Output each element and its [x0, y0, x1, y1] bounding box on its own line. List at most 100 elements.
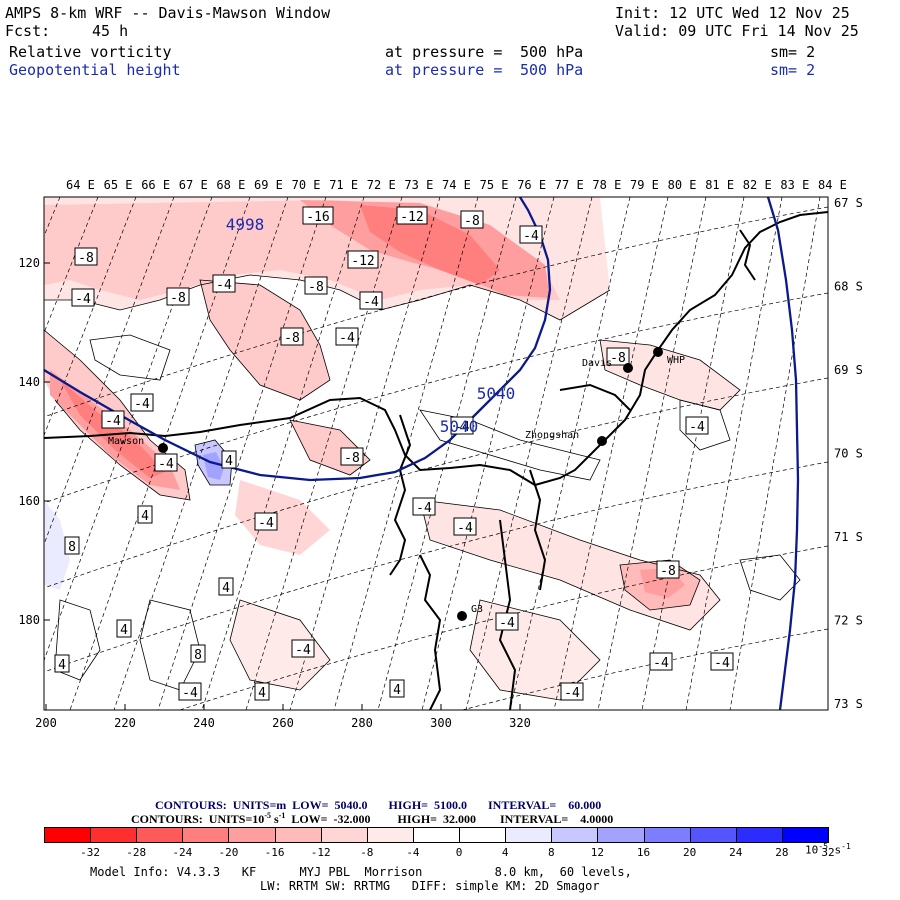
colorbar-label: 16	[636, 846, 651, 859]
fcst-value: 45 h	[92, 22, 129, 40]
vort-label-box	[460, 210, 484, 229]
vort-label-box	[130, 393, 154, 412]
vort-label: 4	[393, 683, 401, 698]
vort-label-box	[71, 288, 95, 307]
vort-label: 4	[58, 658, 66, 673]
lat-label: 70 S	[834, 447, 863, 461]
vort-label-box	[335, 327, 359, 346]
vort-label-box	[116, 619, 132, 638]
fcst-label: Fcst:	[5, 22, 51, 40]
vort-label-box	[560, 682, 584, 701]
vorticity-labels: -16 -12 -8-4-8 -12-8-4 -8-4-8 -4-4-8-4-4 -8-4-…	[54, 206, 734, 701]
vort-label-box	[304, 276, 328, 295]
colorbar-label: -4	[406, 846, 420, 859]
x-tick-label: 280	[351, 716, 373, 730]
vort-label: -4	[416, 501, 432, 516]
colorbar-swatch	[366, 827, 414, 843]
field2-pressure-value: 500 hPa	[520, 61, 584, 79]
colorbar-label: 32	[821, 846, 835, 859]
vort-label: -4	[454, 420, 470, 435]
lon-label: 79 E	[630, 178, 659, 192]
vort-label-box	[254, 512, 278, 531]
y-tick-label: 120	[18, 256, 40, 270]
vort-label: -4	[523, 229, 539, 244]
colorbar-swatch	[597, 827, 645, 843]
vort-label-box	[218, 577, 234, 596]
contours-info-height: CONTOURS: UNITS=m LOW= 5040.0 HIGH= 5100…	[155, 798, 602, 812]
vort-label: -4	[564, 686, 580, 701]
x-tick-label: 220	[114, 716, 136, 730]
vort-label: -8	[308, 280, 324, 295]
colorbar-swatch	[505, 827, 553, 843]
vort-label-box	[221, 450, 237, 469]
station-label: G3	[471, 604, 483, 615]
axis-ticks	[44, 262, 521, 710]
lon-label: 82 E	[743, 178, 772, 192]
y-axis-tick-labels: 120 140 160 180	[18, 256, 40, 627]
stations: Mawson Davis WHP Zhongshan G3	[108, 347, 685, 621]
lon-label: 72 E	[367, 178, 396, 192]
x-tick-label: 260	[272, 716, 294, 730]
vort-label: -4	[75, 292, 91, 307]
x-tick-label: 200	[35, 716, 57, 730]
field2-name: Geopotential height	[9, 61, 181, 79]
colorbar-swatch	[735, 827, 783, 843]
vort-label-box	[190, 644, 206, 663]
physics-info: LW: RRTM SW: RRTMG DIFF: simple KM: 2D S…	[260, 879, 600, 893]
vort-label-box	[154, 453, 178, 472]
latitude-labels: 67 S 68 S 69 S 70 S 71 S 72 S 73 S	[834, 196, 863, 711]
colorbar-swatch	[320, 827, 368, 843]
station-label: Davis	[582, 358, 612, 369]
lat-label: 73 S	[834, 697, 863, 711]
station-marker	[597, 436, 607, 446]
lon-label: 66 E	[141, 178, 170, 192]
x-tick-label: 320	[509, 716, 531, 730]
lon-label: 74 E	[442, 178, 471, 192]
latlon-grid	[44, 197, 828, 710]
lat-label: 72 S	[834, 614, 863, 628]
vort-label-box	[280, 327, 304, 346]
colorbar-swatch	[412, 827, 461, 843]
vort-label-box	[347, 250, 379, 269]
colorbar-units: 10-5 s-1	[805, 842, 851, 857]
lon-label: 75 E	[480, 178, 509, 192]
colorbar-label: -12	[310, 846, 331, 859]
station-marker	[158, 443, 168, 453]
vort-label: 8	[68, 540, 76, 555]
station-marker	[457, 611, 467, 621]
vort-label-box	[166, 287, 190, 306]
colorbar-label: -8	[360, 846, 374, 859]
valid-time: Valid: 09 UTC Fri 14 Nov 25	[615, 22, 859, 40]
vort-label: -4	[158, 457, 174, 472]
vort-label: -4	[295, 643, 311, 658]
vort-label-box	[302, 206, 334, 225]
vort-label-box	[359, 291, 383, 310]
lon-label: 77 E	[555, 178, 584, 192]
lon-label: 76 E	[517, 178, 546, 192]
vort-label: 4	[120, 623, 128, 638]
plot-frame	[43, 196, 829, 711]
vort-label: 4	[141, 509, 149, 524]
lon-label: 64 E	[66, 178, 95, 192]
colorbar-swatch	[228, 827, 276, 843]
vort-label: -4	[216, 278, 232, 293]
field2-sm: sm= 2	[770, 61, 816, 79]
field1-name: Relative vorticity	[9, 43, 172, 61]
vort-label: -8	[610, 351, 626, 366]
vort-label: 4	[225, 454, 233, 469]
vort-label: -16	[306, 210, 329, 225]
vort-label: -4	[182, 686, 198, 701]
colorbar-label: 12	[590, 846, 605, 859]
colorbar-label: 20	[683, 846, 697, 859]
lon-label: 67 E	[179, 178, 208, 192]
station-label: WHP	[667, 355, 685, 366]
height-label: 5040	[440, 417, 479, 436]
lon-label: 69 E	[254, 178, 283, 192]
field1-pressure-label: at pressure =	[385, 43, 503, 61]
lon-label: 84 E	[818, 178, 847, 192]
colorbar-swatch	[459, 827, 507, 843]
vort-label-box	[453, 517, 477, 536]
contours-info-vorticity: CONTOURS: UNITS=10-5 s-1 LOW= -32.000 HI…	[131, 811, 614, 826]
lon-label: 73 E	[404, 178, 433, 192]
vort-label-box	[606, 347, 630, 366]
